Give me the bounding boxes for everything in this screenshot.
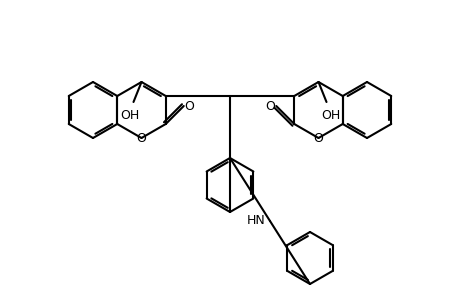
Text: O: O bbox=[313, 131, 323, 145]
Text: OH: OH bbox=[320, 109, 339, 122]
Text: OH: OH bbox=[120, 109, 139, 122]
Text: O: O bbox=[265, 100, 274, 112]
Text: O: O bbox=[185, 100, 194, 112]
Text: O: O bbox=[136, 131, 146, 145]
Text: HN: HN bbox=[247, 214, 265, 227]
